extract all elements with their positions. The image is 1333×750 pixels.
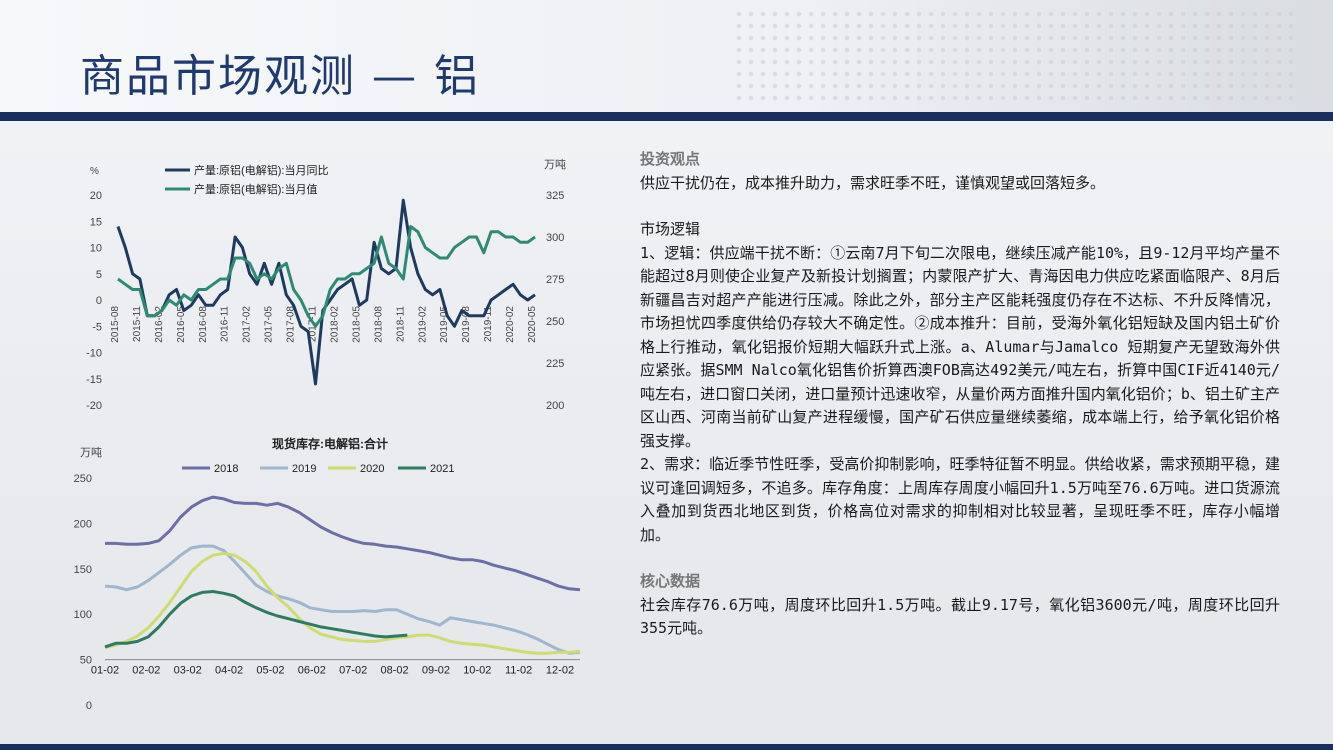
x-tick-label: 2017-05 <box>264 306 275 343</box>
x-tick-label: 2017-08 <box>286 306 297 343</box>
right-axis-unit: 万吨 <box>544 158 566 171</box>
market-logic-p2: 2、需求：临近季节性旺季，受高价抑制影响，旺季特征暂不明显。供给收紧，需求预期平… <box>640 455 1280 544</box>
y-tick-label: 200 <box>74 518 92 530</box>
left-tick-label: -20 <box>86 400 102 412</box>
x-tick-label: 2016-11 <box>220 306 231 342</box>
series-line-yoy <box>116 198 536 386</box>
x-tick-label: 2016-05 <box>176 306 187 343</box>
x-tick-label: 09-02 <box>422 665 450 677</box>
x-tick-label: 04-02 <box>215 665 243 677</box>
left-tick-label: 0 <box>96 295 102 307</box>
invest-view-heading: 投资观点 <box>640 150 701 168</box>
x-tick-label: 2019-02 <box>417 306 428 343</box>
x-tick-label: 10-02 <box>463 665 491 677</box>
title-rule <box>0 112 1333 121</box>
y-tick-label: 150 <box>74 564 92 576</box>
x-tick-label: 2020-02 <box>505 306 516 343</box>
right-tick-label: 200 <box>546 400 564 412</box>
y-tick-label: 250 <box>74 473 92 485</box>
y-tick-label: 100 <box>74 609 92 621</box>
series-line-2018 <box>105 495 581 592</box>
x-tick-label: 01-02 <box>91 665 119 677</box>
legend-label: 产量:原铝(电解铝):当月值 <box>194 182 317 196</box>
left-tick-label: -5 <box>92 321 102 333</box>
analysis-panel: 投资观点 供应干扰仍在，成本推升助力，需求旺季不旺，谨慎观望或回落短多。 市场逻… <box>640 148 1280 641</box>
x-tick-label: 05-02 <box>256 665 284 677</box>
page-title: 商品市场观测 — 铝 <box>80 51 480 102</box>
x-tick-label: 2020-05 <box>527 306 538 343</box>
right-tick-label: 325 <box>546 190 564 202</box>
left-tick-label: 20 <box>90 190 102 202</box>
series-line-2020 <box>104 551 581 655</box>
x-tick-label: 2018-11 <box>395 306 406 342</box>
x-tick-label: 2019-11 <box>483 306 494 342</box>
x-tick-label: 2018-08 <box>373 306 384 343</box>
left-tick-label: 5 <box>96 269 102 281</box>
left-tick-label: -15 <box>86 374 102 386</box>
series-line-2021 <box>104 590 408 649</box>
legend-label: 2019 <box>292 463 316 475</box>
right-tick-label: 250 <box>546 316 564 328</box>
market-logic-p1: 1、逻辑：供应端干扰不断：①云南7月下旬二次限电，继续压减产能10%，且9-12… <box>640 243 1280 450</box>
x-tick-label: 07-02 <box>339 665 367 677</box>
y-tick-label: 0 <box>86 700 92 712</box>
left-axis-unit: % <box>90 166 99 177</box>
y-tick-label: 50 <box>80 655 92 667</box>
legend-label: 2021 <box>430 463 454 475</box>
x-tick-label: 2019-08 <box>461 306 472 343</box>
x-tick-label: 03-02 <box>174 665 202 677</box>
x-tick-label: 2016-08 <box>198 306 209 343</box>
legend-label: 产量:原铝(电解铝):当月同比 <box>194 163 328 177</box>
market-logic-heading: 市场逻辑 <box>640 220 701 238</box>
x-tick-label: 2015-11 <box>132 306 143 342</box>
series-line-monthly <box>117 225 536 328</box>
invest-view-text: 供应干扰仍在，成本推升助力，需求旺季不旺，谨慎观望或回落短多。 <box>640 173 1106 192</box>
x-tick-label: 06-02 <box>298 665 326 677</box>
y-axis-unit: 万吨 <box>80 446 102 459</box>
left-tick-label: 15 <box>90 216 102 228</box>
x-tick-label: 2018-02 <box>329 306 340 343</box>
right-tick-label: 300 <box>546 232 564 244</box>
x-tick-label: 11-02 <box>505 665 532 677</box>
right-tick-label: 275 <box>546 274 564 286</box>
x-tick-label: 2018-05 <box>351 306 362 343</box>
footer-rule <box>0 744 1333 750</box>
x-tick-label: 2019-05 <box>439 306 450 343</box>
legend-label: 2018 <box>214 463 238 475</box>
series-line-2019 <box>104 544 581 655</box>
x-tick-label: 12-02 <box>546 665 574 677</box>
x-tick-label: 08-02 <box>380 665 408 677</box>
core-data-heading: 核心数据 <box>640 572 701 590</box>
left-tick-label: 10 <box>90 243 102 255</box>
chart-title: 现货库存:电解铝:合计 <box>272 436 388 451</box>
x-tick-label: 2017-02 <box>242 306 253 343</box>
production-chart: % 万吨 20 15 10 5 0 -5 -10 -15 -20 325 300 275 250 225 200… <box>86 158 566 412</box>
x-tick-label: 2016-02 <box>154 306 165 343</box>
core-data-text: 社会库存76.6万吨，周度环比回升1.5万吨。截止9.17号，氧化铝3600元/… <box>640 595 1280 638</box>
right-tick-label: 225 <box>546 358 564 370</box>
legend-label: 2020 <box>360 463 384 475</box>
world-map-dots <box>733 8 1293 108</box>
x-tick-label: 02-02 <box>132 665 160 677</box>
left-tick-label: -10 <box>86 348 102 360</box>
x-tick-label: 2015-08 <box>110 306 121 343</box>
